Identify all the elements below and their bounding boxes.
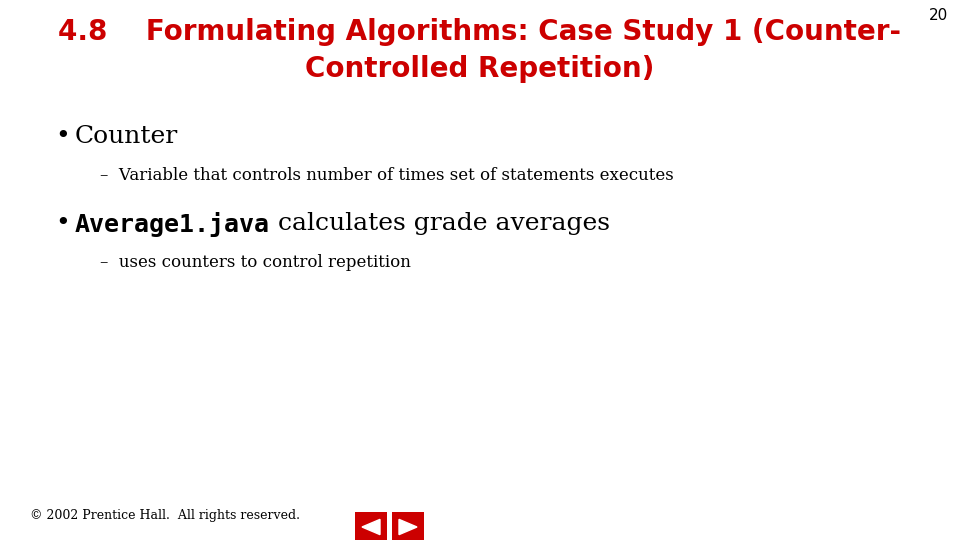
Text: calculates grade averages: calculates grade averages	[270, 212, 610, 235]
Text: 20: 20	[928, 8, 948, 23]
FancyBboxPatch shape	[392, 512, 424, 540]
Text: –  uses counters to control repetition: – uses counters to control repetition	[100, 254, 411, 271]
Text: © 2002 Prentice Hall.  All rights reserved.: © 2002 Prentice Hall. All rights reserve…	[30, 509, 300, 522]
Polygon shape	[399, 519, 417, 535]
Text: –  Variable that controls number of times set of statements executes: – Variable that controls number of times…	[100, 167, 674, 184]
Text: Counter: Counter	[75, 125, 179, 148]
FancyBboxPatch shape	[355, 512, 387, 540]
Text: Controlled Repetition): Controlled Repetition)	[305, 55, 655, 83]
Text: Average1.java: Average1.java	[75, 212, 270, 237]
Text: 4.8    Formulating Algorithms: Case Study 1 (Counter-: 4.8 Formulating Algorithms: Case Study 1…	[59, 18, 901, 46]
Text: •: •	[55, 125, 70, 148]
Polygon shape	[362, 519, 380, 535]
Text: •: •	[55, 212, 70, 235]
